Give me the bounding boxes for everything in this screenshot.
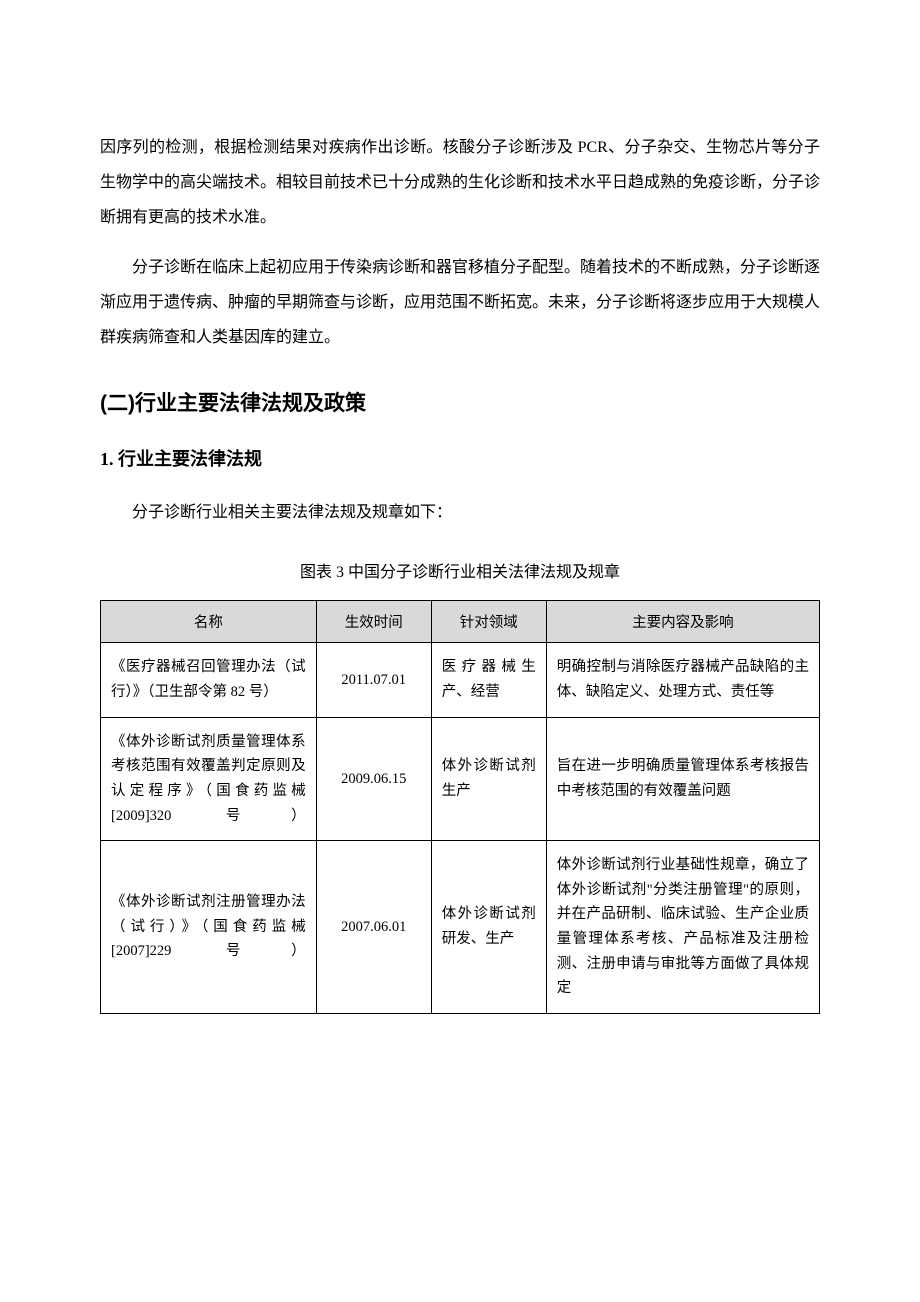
table-header-date: 生效时间 bbox=[316, 601, 431, 643]
table-cell-field: 体外诊断试剂研发、生产 bbox=[431, 841, 546, 1014]
section-heading-2: (二)行业主要法律法规及政策 bbox=[100, 387, 820, 417]
section-intro-paragraph: 分子诊断行业相关主要法律法规及规章如下： bbox=[100, 495, 820, 530]
table-header-impact: 主要内容及影响 bbox=[546, 601, 819, 643]
table-cell-impact: 明确控制与消除医疗器械产品缺陷的主体、缺陷定义、处理方式、责任等 bbox=[546, 643, 819, 717]
table-header-name: 名称 bbox=[101, 601, 317, 643]
table-row: 《体外诊断试剂质量管理体系考核范围有效覆盖判定原则及认定程序》（国食药监械 [2… bbox=[101, 717, 820, 841]
table-cell-name: 《体外诊断试剂质量管理体系考核范围有效覆盖判定原则及认定程序》（国食药监械 [2… bbox=[101, 717, 317, 841]
body-paragraph-2: 分子诊断在临床上起初应用于传染病诊断和器官移植分子配型。随着技术的不断成熟，分子… bbox=[100, 250, 820, 356]
table-caption: 图表 3 中国分子诊断行业相关法律法规及规章 bbox=[100, 558, 820, 582]
table-cell-date: 2009.06.15 bbox=[316, 717, 431, 841]
table-header-field: 针对领域 bbox=[431, 601, 546, 643]
table-cell-name: 《医疗器械召回管理办法（试行）》（卫生部令第 82 号） bbox=[101, 643, 317, 717]
table-row: 《体外诊断试剂注册管理办法（试行）》（国食药监械 [2007]229 号） 20… bbox=[101, 841, 820, 1014]
table-row: 《医疗器械召回管理办法（试行）》（卫生部令第 82 号） 2011.07.01 … bbox=[101, 643, 820, 717]
table-cell-impact: 体外诊断试剂行业基础性规章，确立了体外诊断试剂"分类注册管理"的原则，并在产品研… bbox=[546, 841, 819, 1014]
table-cell-field: 体外诊断试剂生产 bbox=[431, 717, 546, 841]
table-cell-date: 2007.06.01 bbox=[316, 841, 431, 1014]
table-cell-date: 2011.07.01 bbox=[316, 643, 431, 717]
table-header-row: 名称 生效时间 针对领域 主要内容及影响 bbox=[101, 601, 820, 643]
section-heading-3: 1. 行业主要法律法规 bbox=[100, 445, 820, 471]
table-cell-impact: 旨在进一步明确质量管理体系考核报告中考核范围的有效覆盖问题 bbox=[546, 717, 819, 841]
body-paragraph-1: 因序列的检测，根据检测结果对疾病作出诊断。核酸分子诊断涉及 PCR、分子杂交、生… bbox=[100, 130, 820, 236]
table-cell-name: 《体外诊断试剂注册管理办法（试行）》（国食药监械 [2007]229 号） bbox=[101, 841, 317, 1014]
table-cell-field: 医疗器械生产、经营 bbox=[431, 643, 546, 717]
regulations-table: 名称 生效时间 针对领域 主要内容及影响 《医疗器械召回管理办法（试行）》（卫生… bbox=[100, 600, 820, 1014]
